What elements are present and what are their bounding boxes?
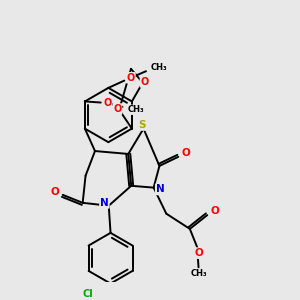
Text: CH₃: CH₃ bbox=[151, 63, 167, 72]
Text: O: O bbox=[113, 104, 122, 114]
Text: N: N bbox=[156, 184, 164, 194]
Text: N: N bbox=[100, 198, 109, 208]
Text: O: O bbox=[182, 148, 190, 158]
Text: CH₃: CH₃ bbox=[127, 105, 144, 114]
Text: O: O bbox=[194, 248, 203, 258]
Text: CH₃: CH₃ bbox=[190, 269, 207, 278]
Text: O: O bbox=[103, 98, 111, 108]
Text: O: O bbox=[127, 73, 135, 83]
Text: S: S bbox=[138, 120, 146, 130]
Text: O: O bbox=[210, 206, 219, 216]
Text: O: O bbox=[50, 187, 59, 197]
Text: Cl: Cl bbox=[83, 290, 94, 299]
Text: O: O bbox=[140, 77, 149, 87]
